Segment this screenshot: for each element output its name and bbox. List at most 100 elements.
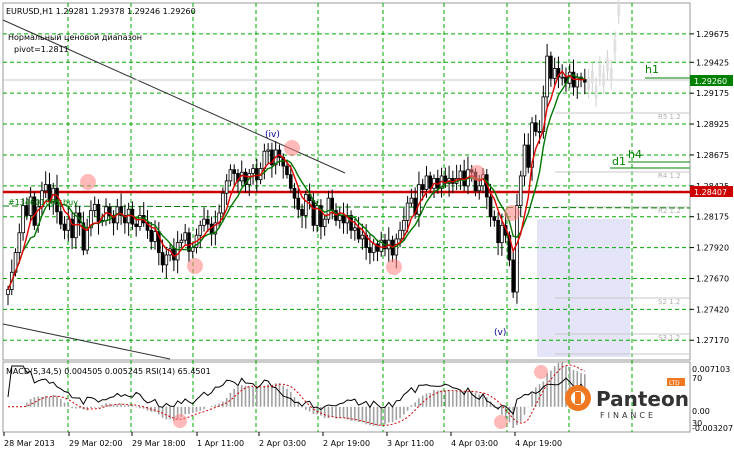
x-axis: 28 Mar 2013 29 Mar 02:00 29 Mar 18:00 1 Apr… bbox=[3, 432, 562, 448]
x-tick-label-7: 4 Apr 03:00 bbox=[451, 439, 498, 448]
candle-body-45 bbox=[175, 242, 180, 261]
price-tag-current: 1.29260 bbox=[694, 77, 727, 86]
y-tick-label-7: 1.27920 bbox=[696, 244, 729, 253]
candle-body-94 bbox=[360, 234, 365, 240]
wave-v-label: (v) bbox=[494, 328, 506, 338]
candle-body-110 bbox=[420, 184, 425, 190]
rsi-line bbox=[7, 365, 586, 416]
candle-body-59 bbox=[228, 169, 233, 182]
r5-label: R5 1.2 bbox=[658, 113, 681, 121]
candle-body-96 bbox=[368, 247, 372, 253]
candle-body-136 bbox=[518, 175, 523, 206]
candle-body-138 bbox=[526, 144, 531, 168]
candle-body-89 bbox=[341, 215, 346, 224]
candle-body-69 bbox=[266, 149, 270, 152]
pivot-label: pivot=1.2811 bbox=[14, 45, 69, 54]
candle-body-78 bbox=[300, 208, 304, 216]
candle-body-46 bbox=[179, 239, 184, 244]
candle-body-109 bbox=[417, 184, 421, 215]
candle-body-81 bbox=[311, 200, 316, 226]
candle-body-75 bbox=[288, 174, 293, 189]
highlight-circle-2 bbox=[284, 140, 300, 156]
ghost-body-1 bbox=[590, 70, 594, 84]
ma-slow-line bbox=[7, 74, 586, 290]
candle-body-0 bbox=[6, 289, 10, 295]
highlight-markers bbox=[80, 140, 520, 275]
logo-sub: FINANCE bbox=[600, 411, 656, 420]
candle-body-85 bbox=[326, 197, 331, 220]
y-tick-label-8: 1.27670 bbox=[696, 274, 729, 283]
candle-body-147 bbox=[560, 76, 564, 79]
logo-badge: LTD bbox=[669, 380, 680, 387]
highlight-circle-3 bbox=[386, 259, 402, 275]
candle-body-53 bbox=[206, 218, 210, 225]
candle-body-120 bbox=[458, 170, 463, 179]
panteon-logo: Panteon LTD FINANCE bbox=[565, 378, 689, 420]
candle-body-144 bbox=[549, 55, 553, 79]
s2-label: S2 1.2 bbox=[658, 298, 680, 306]
highlight-circle-5 bbox=[504, 205, 520, 221]
candle-body-93 bbox=[356, 227, 361, 240]
candle-body-41 bbox=[160, 252, 165, 266]
candle-body-111 bbox=[424, 175, 429, 190]
candle-body-86 bbox=[330, 197, 335, 211]
indicator-name: Нормальный ценовой диапазон bbox=[8, 33, 142, 42]
candle-body-16 bbox=[66, 218, 71, 231]
candle-body-6 bbox=[28, 196, 33, 216]
candle-body-42 bbox=[164, 254, 169, 266]
candle-body-30 bbox=[119, 206, 123, 216]
order-label: #134601001 buy bbox=[8, 198, 78, 207]
ghost-candles bbox=[587, 0, 621, 107]
candle-body-151 bbox=[575, 76, 580, 88]
candle-body-105 bbox=[402, 220, 406, 231]
x-tick-label-0: 28 Mar 2013 bbox=[4, 439, 55, 448]
ghost-body-6 bbox=[609, 68, 613, 81]
x-tick-label-4: 2 Apr 03:00 bbox=[259, 439, 306, 448]
candle-body-112 bbox=[428, 175, 433, 189]
x-tick-label-2: 29 Mar 18:00 bbox=[132, 439, 185, 448]
ghost-body-7 bbox=[613, 40, 617, 53]
candle-body-134 bbox=[511, 259, 515, 293]
candle-body-106 bbox=[405, 202, 410, 221]
y-tick-label-10: 1.27170 bbox=[696, 336, 729, 345]
trend-line-lower[interactable] bbox=[2, 323, 171, 360]
candle-body-13 bbox=[55, 187, 59, 213]
price-tag-line: 1.28407 bbox=[694, 188, 727, 197]
candle-body-15 bbox=[62, 223, 67, 231]
x-tick-label-6: 3 Apr 11:00 bbox=[387, 439, 434, 448]
ghost-body-0 bbox=[587, 77, 590, 90]
order-line[interactable] bbox=[2, 205, 691, 209]
candle-body-4 bbox=[21, 205, 25, 234]
macd-highlight-2 bbox=[534, 365, 548, 379]
candle-body-27 bbox=[107, 206, 112, 216]
macd-histogram bbox=[26, 362, 586, 429]
logo-badge-bg bbox=[667, 378, 685, 386]
highlight-circle-0 bbox=[80, 174, 96, 190]
candle-body-88 bbox=[337, 215, 342, 221]
candle-body-83 bbox=[319, 205, 323, 227]
candle-body-92 bbox=[353, 227, 357, 231]
price-tag-current-bg bbox=[690, 75, 733, 86]
macd-label: MACD(5,34,5) 0.004505 0.005245 RSI(14) 6… bbox=[6, 367, 211, 376]
candle-body-20 bbox=[81, 222, 86, 251]
rsi-level-30: 30 bbox=[692, 419, 702, 428]
macd-highlight-1 bbox=[494, 415, 508, 429]
candle-body-70 bbox=[270, 149, 274, 166]
candle-body-10 bbox=[43, 184, 48, 192]
macd-tick-zero: 0.00 bbox=[692, 407, 710, 416]
candle-body-58 bbox=[224, 180, 229, 194]
pivot-labels: R5 1.2 R4 1.2 R2 1.2 S2 1.2 S3 1.2 bbox=[658, 113, 681, 342]
candle-body-76 bbox=[292, 187, 297, 199]
candle-body-21 bbox=[85, 227, 89, 251]
timeframe-markers: h1 h4 d1 bbox=[610, 63, 690, 169]
logo-emblem-pillar bbox=[575, 392, 581, 404]
candle-body-48 bbox=[187, 232, 191, 252]
y-tick-label-1: 1.29425 bbox=[696, 58, 729, 67]
rsi-level-70: 70 bbox=[692, 374, 702, 383]
candle-body-131 bbox=[500, 224, 504, 244]
d1-label: d1 bbox=[612, 155, 626, 168]
candle-body-24 bbox=[96, 203, 101, 223]
ghost-body-4 bbox=[602, 73, 606, 86]
h4-label: h4 bbox=[628, 148, 642, 161]
